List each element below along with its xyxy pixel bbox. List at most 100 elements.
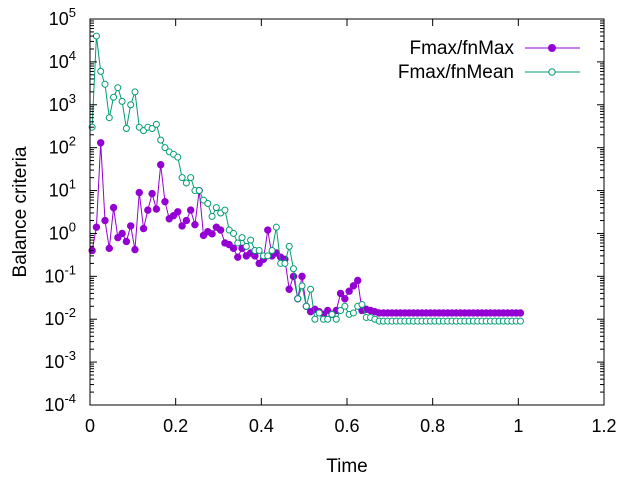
data-point [148,189,156,198]
legend-marker [548,68,556,76]
series-2 [88,32,524,325]
data-point [285,242,293,250]
data-point [131,245,139,254]
data-point [345,287,353,295]
data-point [110,93,118,101]
data-point [161,197,169,206]
data-point [191,220,199,229]
data-point [109,203,118,212]
data-point [208,212,216,220]
data-point [212,204,220,212]
data-point [174,153,182,161]
legend-marker [548,44,556,52]
data-point [298,272,306,281]
data-point [92,32,100,40]
data-point [264,226,272,234]
data-point [148,124,156,132]
data-point [195,187,203,195]
data-point [105,244,113,253]
data-point [174,208,182,216]
data-point [242,242,250,250]
data-point [114,84,122,92]
data-point [161,144,169,152]
data-point [144,206,152,214]
data-point [182,216,191,225]
data-point [229,229,237,237]
data-point [92,223,101,231]
data-point [349,282,358,290]
data-point [281,259,289,267]
data-point [328,310,336,318]
data-point [285,285,293,293]
ticks-layer: 0 0.2 0.4 0.6 0.8 1 1.2 10-4 10-3 10-2 10-1 100 101 1… [44,5,616,436]
y-tick-label: 105 [49,5,76,29]
x-tick-label: 0 [85,416,95,436]
legend-label: Fmax/fnMean [398,62,514,83]
data-point [101,216,109,225]
data-point [358,301,366,309]
data-point [289,265,297,273]
data-point [354,276,362,285]
data-point [135,188,143,197]
y-tick-label: 10-2 [44,305,76,329]
data-point [127,101,135,109]
data-point [341,302,349,310]
data-point [157,136,165,144]
data-point [255,247,263,255]
data-point [234,239,242,247]
x-tick-label: 1.2 [591,416,616,436]
data-point [208,230,216,238]
data-point [315,309,323,317]
data-point [268,247,276,255]
data-point [204,199,212,207]
y-tick-label: 103 [49,91,76,115]
data-point [114,233,122,242]
data-point [302,302,310,310]
data-point [139,224,148,233]
data-point [122,237,131,246]
data-point [229,244,238,253]
data-point [101,80,109,88]
data-point [255,259,263,268]
data-point [97,67,105,75]
x-axis-label: Time [326,456,368,477]
data-point [272,223,280,231]
data-point [221,206,229,214]
data-point [341,295,349,303]
data-point [97,139,105,147]
data-point [216,226,225,234]
x-tick-label: 0.6 [334,416,359,436]
data-point [516,317,524,325]
y-tick-label: 100 [49,219,76,243]
data-point [298,282,306,290]
data-point [289,272,298,281]
data-point [156,161,165,169]
data-point [238,234,246,242]
data-point [131,88,139,96]
y-tick-label: 102 [49,134,76,158]
data-point [182,179,190,187]
data-point [311,315,319,323]
data-point [332,315,340,323]
data-point [294,295,302,303]
legend-label: Fmax/fnMax [409,38,514,59]
data-point [516,309,525,317]
y-tick-label: 10-3 [44,348,76,372]
y-axis-label: Balance criteria [10,146,31,277]
y-tick-label: 10-4 [44,391,76,415]
data-point [152,205,161,213]
legend-entry: Fmax/fnMax [409,38,580,59]
series-layer [88,32,525,325]
x-tick-label: 0.4 [249,416,274,436]
data-point [247,236,255,244]
data-point [307,285,315,293]
x-tick-label: 0.2 [163,416,188,436]
data-point [187,174,195,182]
data-point [152,120,160,128]
data-point [126,222,135,230]
data-point [336,289,345,298]
y-tick-label: 101 [49,177,76,201]
data-point [178,174,186,182]
